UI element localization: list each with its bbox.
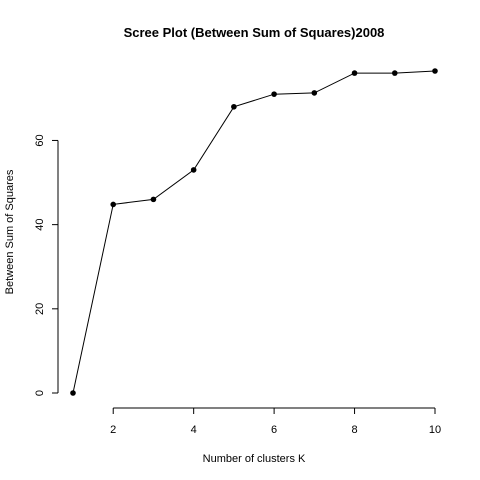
data-point <box>190 167 197 173</box>
y-tick-label: 0 <box>34 390 46 396</box>
data-point <box>70 390 76 396</box>
y-axis-label: Between Sum of Squares <box>4 169 16 294</box>
x-tick-label: 6 <box>271 424 277 436</box>
x-tick-label: 2 <box>110 424 116 436</box>
data-point <box>432 68 438 74</box>
data-point <box>150 196 157 203</box>
x-tick-label: 4 <box>191 424 197 436</box>
y-tick-label: 40 <box>34 219 46 231</box>
data-point <box>391 70 398 76</box>
chart-title: Scree Plot (Between Sum of Squares)2008 <box>124 25 385 40</box>
data-point <box>231 103 237 110</box>
x-axis-label: Number of clusters K <box>203 453 306 465</box>
x-axis-ticks: 2 4 6 8 10 <box>110 408 441 436</box>
x-tick-label: 8 <box>351 424 357 436</box>
x-tick-label: 10 <box>429 424 441 436</box>
series-line <box>72 70 436 394</box>
y-tick-label: 60 <box>34 134 46 146</box>
y-tick-label: 20 <box>34 303 46 315</box>
data-point <box>311 90 318 96</box>
y-axis-ticks: 0 20 40 60 <box>34 134 58 396</box>
data-point <box>351 70 358 76</box>
data-point <box>271 91 277 97</box>
data-point <box>110 201 117 208</box>
data-points <box>70 68 438 396</box>
